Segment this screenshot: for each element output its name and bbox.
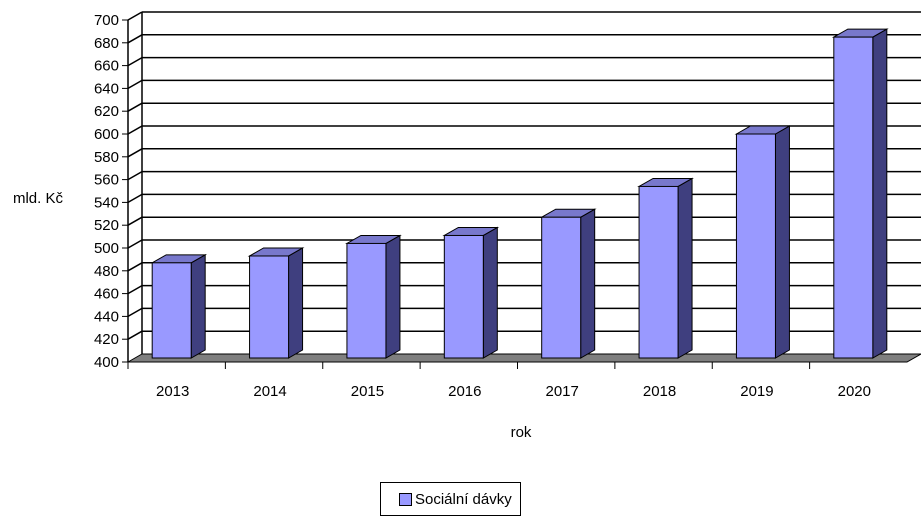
bar-side xyxy=(386,235,400,358)
bar-2019 xyxy=(736,126,789,358)
bar-side xyxy=(289,248,303,358)
y-tick-label: 580 xyxy=(94,149,119,166)
floor-plane xyxy=(128,354,921,362)
y-tick-label: 480 xyxy=(94,263,119,280)
bar-front xyxy=(444,235,483,358)
y-tick-label: 680 xyxy=(94,35,119,52)
y-tick-label: 520 xyxy=(94,217,119,234)
gridline-side xyxy=(128,80,142,88)
y-tick-label: 440 xyxy=(94,308,119,325)
bar-front xyxy=(639,186,678,358)
x-tick-label: 2017 xyxy=(546,383,579,400)
bar-front xyxy=(542,217,581,358)
bar-2020 xyxy=(834,29,887,358)
bar-2014 xyxy=(250,248,303,358)
gridline-side xyxy=(128,172,142,180)
gridline-side xyxy=(128,331,142,339)
y-tick-label: 620 xyxy=(94,103,119,120)
y-tick-label: 700 xyxy=(94,12,119,29)
bar-front xyxy=(347,243,386,358)
bar-side xyxy=(191,255,205,358)
bar-front xyxy=(250,256,289,358)
bar-front xyxy=(152,263,191,358)
y-tick-label: 500 xyxy=(94,240,119,257)
bar-2018 xyxy=(639,178,692,358)
gridline-side xyxy=(128,126,142,134)
bar-side xyxy=(873,29,887,358)
y-tick-labels: 400 420 440 460 480 500 520 540 560 580 600 620 640 6… xyxy=(94,12,119,371)
bar-side xyxy=(483,227,497,358)
y-tick-label: 540 xyxy=(94,194,119,211)
gridline-side xyxy=(128,35,142,43)
legend-label: Sociální dávky xyxy=(415,491,512,508)
bar-side xyxy=(581,209,595,358)
x-tick-label: 2015 xyxy=(351,383,384,400)
gridline-side xyxy=(128,103,142,111)
y-tick-label: 600 xyxy=(94,126,119,143)
x-tick-label: 2014 xyxy=(253,383,286,400)
x-tick-label: 2020 xyxy=(838,383,871,400)
bar-side xyxy=(775,126,789,358)
x-tick-label: 2018 xyxy=(643,383,676,400)
bar-2017 xyxy=(542,209,595,358)
x-axis-title: rok xyxy=(511,424,532,441)
bar-front xyxy=(834,37,873,358)
gridline-side xyxy=(128,58,142,66)
legend: Sociální dávky xyxy=(380,482,521,516)
gridline-side xyxy=(128,263,142,271)
x-tick-label: 2016 xyxy=(448,383,481,400)
bar-front xyxy=(736,134,775,358)
bar-2013 xyxy=(152,255,205,358)
gridline-side xyxy=(128,217,142,225)
y-tick-label: 420 xyxy=(94,331,119,348)
gridline-side xyxy=(128,194,142,202)
y-tick-label: 460 xyxy=(94,286,119,303)
chart-floor xyxy=(128,354,921,362)
y-tick-label: 400 xyxy=(94,354,119,371)
gridline-side xyxy=(128,12,142,20)
x-tick-label: 2013 xyxy=(156,383,189,400)
bar-2015 xyxy=(347,235,400,358)
bar-2016 xyxy=(444,227,497,358)
bar-side xyxy=(678,178,692,358)
gridline-side xyxy=(128,149,142,157)
gridlines xyxy=(128,12,921,354)
gridline-side xyxy=(128,286,142,294)
gridline-side xyxy=(128,240,142,248)
x-tick-label: 2019 xyxy=(740,383,773,400)
y-axis-title: mld. Kč xyxy=(13,190,64,207)
gridline-side xyxy=(128,308,142,316)
y-tick-label: 560 xyxy=(94,172,119,189)
legend-swatch xyxy=(399,493,412,506)
y-tick-label: 640 xyxy=(94,80,119,97)
y-tick-label: 660 xyxy=(94,58,119,75)
x-tick-labels: 2013 2014 2015 2016 2017 2018 2019 2020 xyxy=(156,383,871,400)
